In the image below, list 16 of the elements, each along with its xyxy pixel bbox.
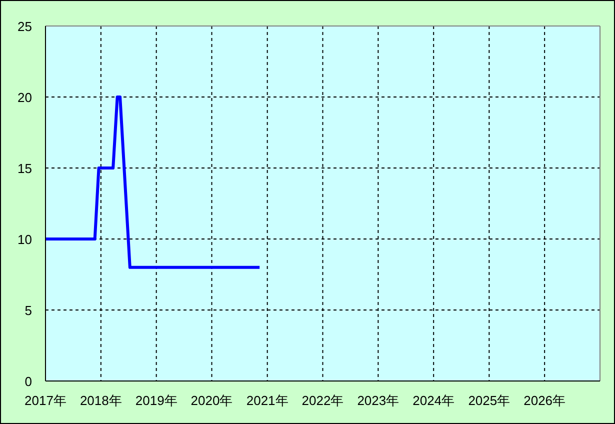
x-tick-label: 2021年 bbox=[246, 393, 288, 408]
y-tick-label: 15 bbox=[18, 161, 32, 176]
x-tick-label: 2023年 bbox=[357, 393, 400, 408]
x-tick-label: 2022年 bbox=[302, 393, 344, 408]
x-tick-label: 2019年 bbox=[135, 393, 178, 408]
y-tick-label: 5 bbox=[24, 303, 32, 318]
y-tick-label: 10 bbox=[18, 232, 32, 247]
x-tick-label: 2024年 bbox=[412, 393, 455, 408]
x-tick-label: 2017年 bbox=[24, 393, 66, 408]
x-tick-label: 2018年 bbox=[80, 393, 122, 408]
x-tick-label: 2020年 bbox=[190, 393, 233, 408]
x-tick-label: 2026年 bbox=[524, 393, 566, 408]
y-tick-label: 0 bbox=[24, 374, 32, 389]
x-tick-label: 2025年 bbox=[468, 393, 510, 408]
y-tick-label: 25 bbox=[18, 19, 32, 34]
y-tick-label: 20 bbox=[18, 90, 32, 105]
